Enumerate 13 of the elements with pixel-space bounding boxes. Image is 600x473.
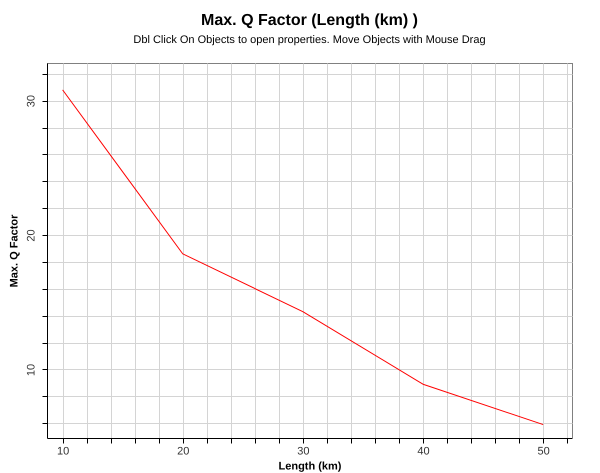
x-tick-label: 10	[56, 446, 70, 458]
chart-subtitle: Dbl Click On Objects to open properties. Move Objects with Mouse Drag	[133, 34, 486, 46]
y-tick-label: 20	[26, 229, 38, 242]
x-tick-label: 50	[538, 446, 550, 458]
x-tick-label: 20	[177, 446, 190, 458]
x-tick-label: 30	[297, 446, 310, 458]
y-tick-label: 30	[26, 95, 38, 108]
x-tick-label: 40	[417, 446, 430, 458]
y-axis-title: Max. Q Factor	[8, 214, 20, 288]
line-series	[62, 89, 544, 426]
x-axis-title: Length (km)	[278, 460, 342, 472]
y-tick-label: 10	[26, 364, 38, 376]
chart-title: Max. Q Factor (Length (km) )	[201, 12, 418, 29]
